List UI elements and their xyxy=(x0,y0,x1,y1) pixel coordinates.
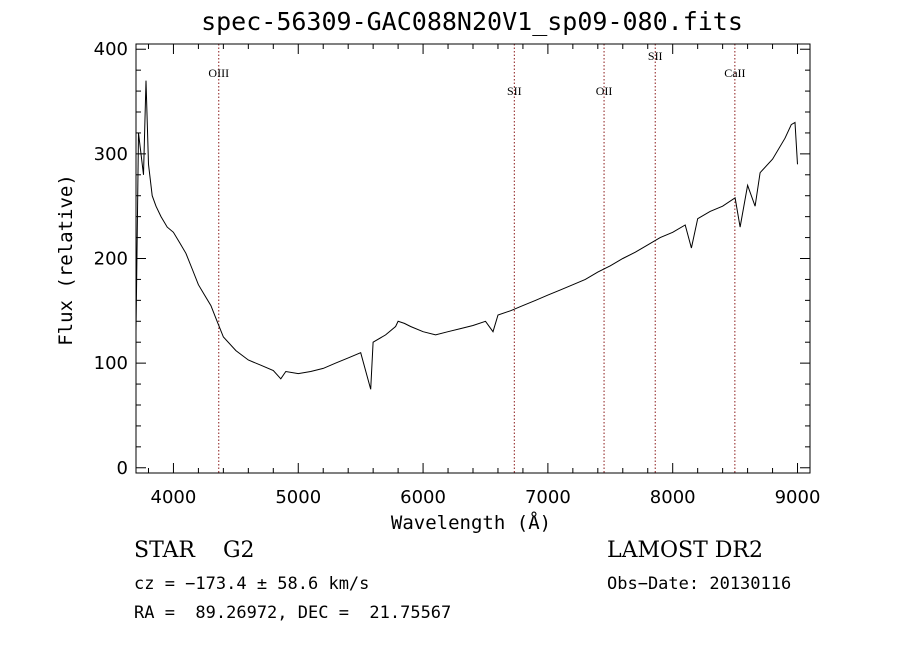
plot-frame xyxy=(135,43,811,474)
x-tick-label: 9000 xyxy=(775,487,821,508)
line-label-sii: SII xyxy=(507,84,522,98)
x-axis-label: Wavelength (Å) xyxy=(391,511,551,534)
redshift-velocity: cz = −173.4 ± 58.6 km/s xyxy=(134,574,370,594)
x-tick-label: 5000 xyxy=(275,487,321,508)
observation-date: Obs−Date: 20130116 xyxy=(607,574,792,594)
x-tick-label: 4000 xyxy=(151,487,197,508)
x-tick-label: 6000 xyxy=(400,487,446,508)
survey-name: LAMOST DR2 xyxy=(607,538,763,563)
y-tick-label: 300 xyxy=(94,144,128,165)
y-tick-label: 100 xyxy=(94,353,128,374)
y-axis-label: Flux (relative) xyxy=(55,174,77,346)
chart-title: spec-56309-GAC088N20V1_sp09-080.fits xyxy=(201,7,743,36)
y-tick-label: 0 xyxy=(117,458,128,479)
x-tick-label: 7000 xyxy=(525,487,571,508)
y-tick-label: 400 xyxy=(94,39,128,60)
x-tick-label: 8000 xyxy=(650,487,696,508)
line-label-oii: OII xyxy=(596,84,613,98)
flux-spectrum-line xyxy=(135,80,798,390)
line-label-caii: CaII xyxy=(724,66,745,80)
line-label-oiii: OIII xyxy=(208,66,229,80)
line-label-sii: SII xyxy=(648,49,663,63)
y-tick-label: 200 xyxy=(94,249,128,270)
object-class: STAR G2 xyxy=(134,538,255,563)
coordinates: RA = 89.26972, DEC = 21.75567 xyxy=(134,603,452,623)
